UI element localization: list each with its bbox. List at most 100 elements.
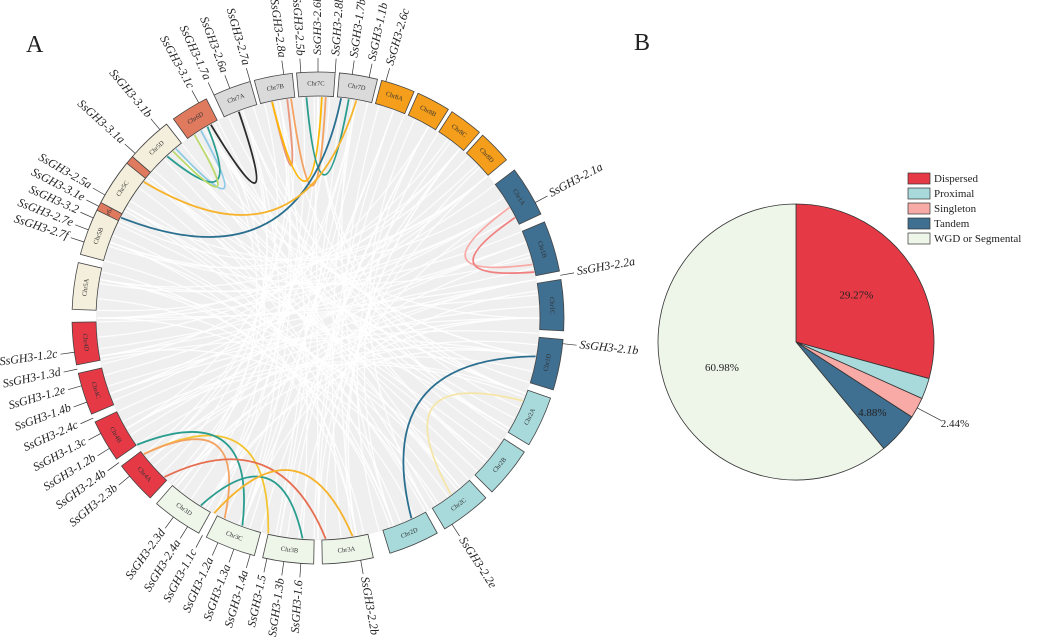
gene-leader-line bbox=[351, 60, 355, 75]
background-link bbox=[126, 217, 516, 430]
gene-label: SsGH3-2.1a bbox=[546, 160, 605, 200]
highlighted-link bbox=[175, 130, 226, 190]
gene-label: SsGH3-1.3b bbox=[265, 577, 287, 637]
highlighted-link bbox=[120, 98, 342, 238]
highlighted-link bbox=[290, 97, 327, 187]
background-link bbox=[100, 278, 470, 481]
pie-percentage-label: 2.44% bbox=[941, 418, 969, 430]
pie-slice-dispersed bbox=[795, 203, 935, 380]
gene-leader-line bbox=[70, 237, 85, 243]
background-link bbox=[278, 100, 521, 409]
pie-label-leader bbox=[917, 407, 942, 421]
background-link bbox=[175, 252, 530, 488]
highlighted-links bbox=[120, 96, 536, 540]
highlighted-link bbox=[172, 134, 219, 188]
gene-label: SsGH3-2.2a bbox=[576, 254, 637, 278]
chromosome-label: Chr3A bbox=[337, 546, 356, 555]
gene-leader-line bbox=[63, 368, 78, 373]
chromosome-segment-chr1d bbox=[529, 336, 564, 391]
background-link bbox=[368, 119, 430, 510]
gene-leader-line bbox=[360, 560, 364, 575]
background-link bbox=[97, 298, 395, 526]
pie-legend: Dispersed Proximal Singleton Tandem WGD or S… bbox=[904, 169, 1034, 247]
highlighted-link bbox=[426, 392, 524, 495]
chromosome-segment-chr2b bbox=[474, 438, 525, 493]
chromosome-label: Chr4D bbox=[81, 333, 90, 352]
gene-label: SsGH3-2.7a bbox=[224, 6, 254, 67]
gene-label: SsGH3-2.2b bbox=[358, 576, 382, 637]
gene-leader-line bbox=[73, 401, 87, 408]
chromosome-segment-chr3a bbox=[321, 533, 374, 565]
background-link bbox=[331, 100, 358, 538]
legend-swatch bbox=[907, 217, 931, 230]
background-link bbox=[206, 126, 536, 358]
pie-slice-wgd-or-segmental bbox=[657, 203, 885, 481]
gene-label: SsGH3-1.2c bbox=[0, 346, 59, 368]
background-link bbox=[148, 103, 279, 461]
legend-swatch bbox=[907, 232, 931, 245]
pie-chart: 29.27% 2.44% 4.88% 60.98% bbox=[657, 203, 969, 481]
panel-a-label: A bbox=[26, 32, 44, 58]
chromosome-ring: Chr6AChr6BChr6CChr6DChr7AChr7BChr7CChr7D… bbox=[71, 71, 565, 565]
legend-item-label: Proximal bbox=[934, 188, 974, 200]
gene-leader-line bbox=[228, 549, 235, 563]
gene-leader-line bbox=[164, 516, 174, 529]
chromosome-label: Chr1C bbox=[548, 297, 556, 315]
background-link bbox=[164, 158, 430, 510]
background-link bbox=[148, 100, 358, 461]
chromosome-segment-chr8b bbox=[407, 92, 449, 131]
gene-leader-line bbox=[207, 82, 215, 96]
gene-leader-line bbox=[107, 462, 120, 472]
gene-leader-line bbox=[80, 211, 94, 219]
panel-b-label: B bbox=[634, 30, 650, 56]
gene-leader-line bbox=[195, 535, 203, 548]
chromosome-label: Chr3B bbox=[280, 546, 299, 555]
chromosome-segment-chr4d bbox=[71, 321, 101, 366]
chromosome-segment-chr2c bbox=[431, 479, 487, 530]
gene-leader-line bbox=[368, 63, 373, 78]
highlighted-link bbox=[136, 431, 245, 526]
background-link bbox=[96, 138, 449, 319]
circos-plot: Chr6AChr6BChr6CChr6DChr7AChr7BChr7CChr7D… bbox=[0, 0, 639, 638]
gene-leader-line bbox=[60, 351, 75, 355]
gene-leader-line bbox=[118, 475, 130, 486]
highlighted-link bbox=[200, 475, 304, 539]
chromosome-label: Chr7B bbox=[266, 83, 285, 93]
background-link bbox=[112, 175, 488, 402]
chromosome-label: Chr1D bbox=[543, 353, 553, 372]
gene-leader-line bbox=[281, 60, 285, 75]
chromosome-label: Chr1B bbox=[536, 240, 548, 259]
chromosome-segment-chr3d bbox=[156, 484, 211, 534]
highlighted-link bbox=[164, 458, 327, 540]
legend-swatch bbox=[907, 187, 931, 200]
chromosome-segment-chr8a bbox=[374, 79, 415, 115]
highlighted-link bbox=[464, 206, 533, 269]
highlighted-link bbox=[143, 100, 358, 216]
gene-label: SsGH3-1.7b bbox=[346, 0, 368, 58]
chromosome-segment-chr3c bbox=[205, 515, 262, 557]
background-link bbox=[126, 206, 426, 512]
background-link bbox=[181, 143, 540, 319]
chromosome-segment-chr8c bbox=[438, 111, 480, 152]
background-link bbox=[104, 260, 461, 488]
gene-leader-line bbox=[191, 90, 200, 104]
background-link bbox=[148, 356, 533, 461]
gene-leader-line bbox=[150, 118, 161, 130]
chromosome-segment-chr2d bbox=[382, 511, 438, 554]
highlighted-link bbox=[271, 96, 323, 182]
background-link bbox=[117, 224, 510, 430]
chromosome-segment-chr6d bbox=[172, 98, 218, 139]
gene-label: SsGH3-2.1b bbox=[579, 337, 639, 357]
background-link bbox=[100, 278, 391, 528]
background-link bbox=[96, 317, 416, 517]
gene-leader-line bbox=[211, 542, 219, 556]
gene-leader-line bbox=[245, 554, 251, 569]
gene-label: SsGH3-2.2e bbox=[456, 534, 500, 591]
background-link bbox=[110, 164, 478, 395]
highlighted-link bbox=[210, 111, 258, 184]
background-link bbox=[193, 134, 488, 461]
chromosome-segment-chr5c bbox=[100, 162, 147, 215]
legend-swatch bbox=[907, 202, 931, 215]
chromosome-segment-chr4c bbox=[77, 367, 115, 415]
background-link bbox=[324, 175, 488, 539]
